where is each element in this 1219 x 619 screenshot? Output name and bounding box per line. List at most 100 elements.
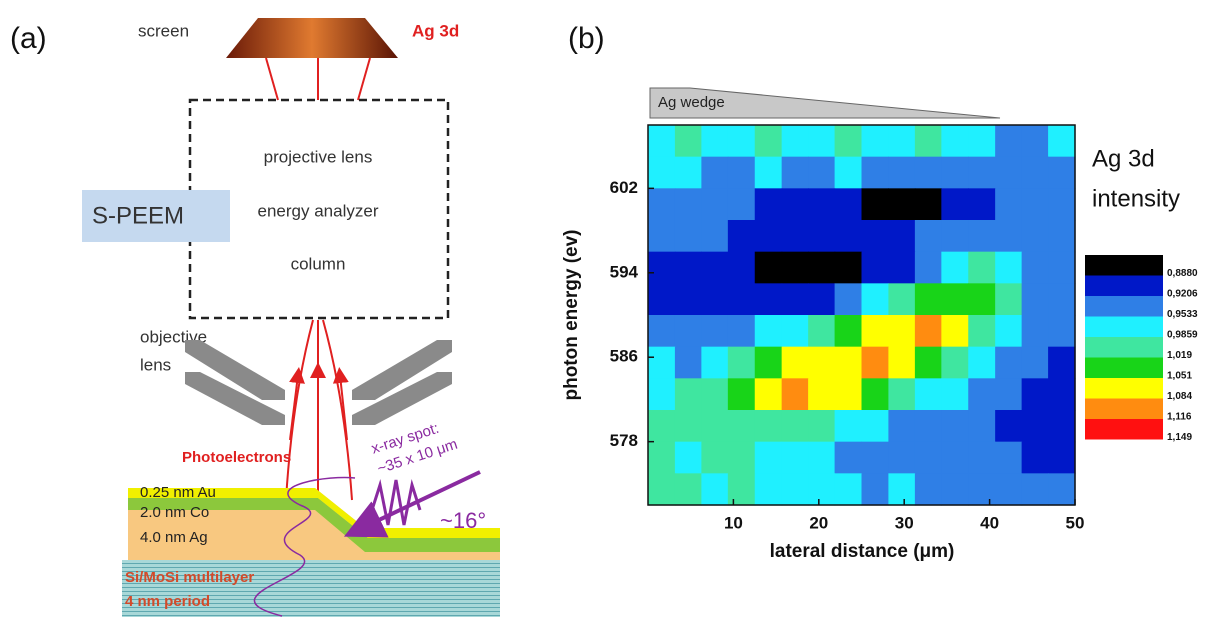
contour-cell [968, 188, 996, 221]
contour-cell [834, 220, 863, 253]
contour-cell [968, 315, 996, 348]
contour-cell [754, 410, 783, 443]
plot-frame [647, 124, 1076, 506]
contour-cell [861, 220, 890, 253]
contour-cell [1021, 346, 1049, 379]
colorbar-swatch [1085, 337, 1163, 358]
contour-cell [861, 410, 890, 443]
contour-cell [888, 410, 916, 443]
contour-cell [914, 125, 942, 158]
contour-cell [754, 378, 783, 411]
contour-cell [727, 188, 756, 221]
contour-cell [914, 156, 942, 189]
contour-cell [995, 473, 1023, 506]
objective-lens [185, 340, 452, 425]
contour-cell [914, 251, 942, 284]
contour-cell [1021, 188, 1049, 221]
contour-cell [941, 315, 969, 348]
contour-cell [754, 473, 783, 506]
contour-cell [808, 125, 836, 158]
contour-cell [968, 156, 996, 189]
colorbar-swatch [1085, 378, 1163, 399]
contour-cell [995, 251, 1023, 284]
contour-cell [648, 315, 676, 348]
column-text: energy analyzer [258, 201, 379, 220]
multilayer [122, 560, 500, 617]
panel-label: (b) [568, 22, 605, 55]
contour-cell [648, 378, 676, 411]
contour-cell [674, 188, 702, 221]
contour-cell [808, 410, 836, 443]
contour-cell [834, 378, 863, 411]
panel-b: (b) Ag wedge Ag 3d intensity lateral dis… [561, 22, 1180, 562]
layer-label: 2.0 nm Co [140, 504, 209, 521]
contour-cell [808, 378, 836, 411]
colorbar-label: 1,051 [1167, 371, 1192, 382]
contour-cell [1048, 378, 1076, 411]
photoelectrons-label: Photoelectrons [182, 449, 291, 466]
contour-cell [674, 156, 702, 189]
contour-cell [648, 346, 676, 379]
contour-cell [995, 410, 1023, 443]
contour-cell [701, 410, 729, 443]
colorbar-label: 0,8880 [1167, 268, 1198, 279]
colorbar-swatch [1085, 275, 1163, 296]
colorbar-label: 0,9859 [1167, 330, 1198, 341]
contour-cell [674, 283, 702, 316]
contour-cell [861, 315, 890, 348]
contour-cell [861, 251, 890, 284]
screen [226, 18, 398, 58]
contour-cell [754, 188, 783, 221]
contour-cell [995, 283, 1023, 316]
contour-cell [834, 125, 863, 158]
contour-cell [968, 473, 996, 506]
x-tick-label: 50 [1066, 513, 1085, 532]
contour-cell [781, 410, 809, 443]
contour-cell [914, 220, 942, 253]
y-tick-label: 586 [610, 347, 638, 366]
contour-cell [995, 220, 1023, 253]
contour-cell [941, 378, 969, 411]
contour-cell [781, 283, 809, 316]
contour-cell [834, 188, 863, 221]
contour-cell [754, 283, 783, 316]
contour-cell [968, 125, 996, 158]
contour-cell [888, 378, 916, 411]
contour-cell [914, 346, 942, 379]
contour-cell [834, 346, 863, 379]
contour-cell [1048, 410, 1076, 443]
contour-cell [754, 156, 783, 189]
contour-cell [808, 315, 836, 348]
contour-cell [834, 315, 863, 348]
contour-cell [888, 346, 916, 379]
contour-cell [701, 315, 729, 348]
contour-cell [941, 410, 969, 443]
contour-cell [888, 441, 916, 474]
contour-cell [888, 125, 916, 158]
contour-cell [674, 251, 702, 284]
contour-cell [941, 251, 969, 284]
contour-cell [968, 220, 996, 253]
contour-cell [888, 220, 916, 253]
contour-cell [808, 346, 836, 379]
contour-cell [888, 283, 916, 316]
contour-cell [648, 441, 676, 474]
contour-cell [808, 283, 836, 316]
colorbar-swatch [1085, 398, 1163, 419]
y-axis-label: photon energy (ev) [561, 229, 582, 400]
contour-cell [1021, 441, 1049, 474]
contour-cell [701, 378, 729, 411]
contour-cell [754, 441, 783, 474]
contour-cell [727, 315, 756, 348]
contour-cell [1021, 156, 1049, 189]
contour-cell [808, 473, 836, 506]
contour-cell [995, 441, 1023, 474]
contour-cell [808, 220, 836, 253]
contour-cell [941, 473, 969, 506]
colorbar-label: 1,084 [1167, 391, 1192, 402]
contour-cell [914, 283, 942, 316]
contour-cell [701, 283, 729, 316]
contour-cell [888, 251, 916, 284]
contour-cell [1021, 125, 1049, 158]
